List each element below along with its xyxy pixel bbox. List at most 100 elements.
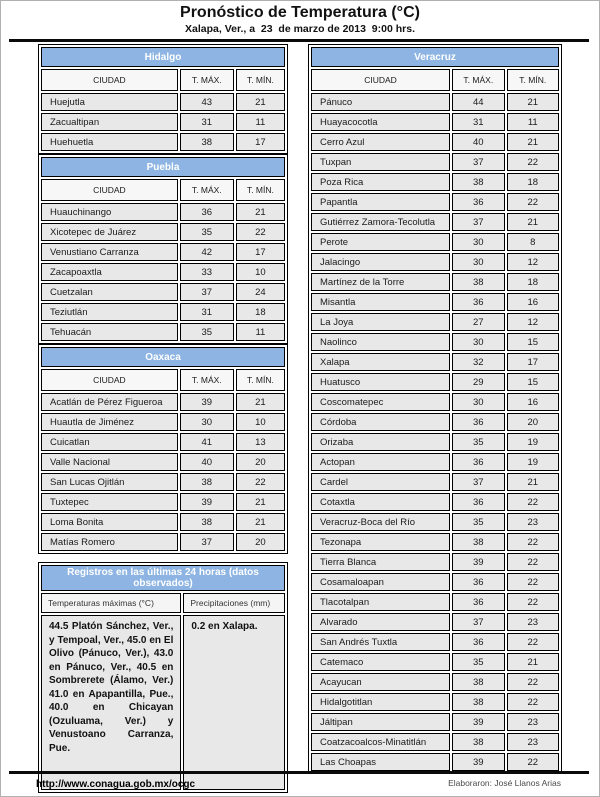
city-cell: San Andrés Tuxtla bbox=[311, 633, 451, 651]
tmax-cell: 37 bbox=[452, 153, 505, 171]
tmax-cell: 44 bbox=[452, 93, 505, 111]
city-cell: Huautla de Jiménez bbox=[41, 413, 178, 431]
city-cell: Gutiérrez Zamora-Tecolutla bbox=[311, 213, 451, 231]
table-row: Venustiano Carranza 42 17 bbox=[41, 243, 285, 261]
max-temps-column-header: Temperaturas máximas (°C) bbox=[41, 593, 182, 613]
table-row: Matías Romero 37 20 bbox=[41, 533, 285, 551]
content-area: Hidalgo CIUDAD T. MÁX. T. MÍN. Huejutla 43 21 Z… bbox=[38, 44, 562, 793]
tmin-cell: 17 bbox=[235, 243, 285, 261]
tmax-cell: 37 bbox=[452, 613, 505, 631]
city-cell: Cuicatlan bbox=[41, 433, 178, 451]
table-row: Papantla 36 22 bbox=[311, 193, 559, 211]
state-table-title: Puebla bbox=[41, 157, 285, 177]
city-cell: Martínez de la Torre bbox=[311, 273, 451, 291]
tmin-cell: 21 bbox=[235, 203, 285, 221]
page-subtitle: Xalapa, Ver., a 23 de marzo de 2013 9:00… bbox=[185, 23, 415, 35]
tmax-cell: 36 bbox=[452, 493, 505, 511]
city-cell: Tuxpan bbox=[311, 153, 451, 171]
city-cell: San Lucas Ojitlán bbox=[41, 473, 178, 491]
table-row: Gutiérrez Zamora-Tecolutla 37 21 bbox=[311, 213, 559, 231]
oaxaca-table: Oaxaca CIUDAD T. MÁX. T. MÍN. Acatlán de Pér… bbox=[38, 344, 288, 554]
column-header-tmin: T. MÍN. bbox=[235, 179, 285, 201]
table-row: Veracruz-Boca del Río 35 23 bbox=[311, 513, 559, 531]
tmax-cell: 31 bbox=[179, 303, 234, 321]
tmin-cell: 21 bbox=[506, 473, 559, 491]
table-row: Cuicatlan 41 13 bbox=[41, 433, 285, 451]
tmin-cell: 21 bbox=[235, 93, 285, 111]
table-row: Cerro Azul 40 21 bbox=[311, 133, 559, 151]
column-header-city: CIUDAD bbox=[41, 179, 178, 201]
tmin-cell: 22 bbox=[506, 553, 559, 571]
tmin-cell: 12 bbox=[506, 253, 559, 271]
tmax-cell: 42 bbox=[179, 243, 234, 261]
table-row: Huautla de Jiménez 30 10 bbox=[41, 413, 285, 431]
tmin-cell: 22 bbox=[506, 533, 559, 551]
city-cell: Misantla bbox=[311, 293, 451, 311]
tmax-cell: 31 bbox=[452, 113, 505, 131]
tmax-cell: 37 bbox=[452, 213, 505, 231]
max-temps-observed-text: 44.5 Platón Sánchez, Ver., y Tempoal, Ve… bbox=[41, 615, 182, 790]
tmax-cell: 43 bbox=[179, 93, 234, 111]
tmax-cell: 35 bbox=[452, 433, 505, 451]
tmax-cell: 36 bbox=[452, 293, 505, 311]
column-header-tmax: T. MÁX. bbox=[452, 69, 505, 91]
column-header-tmin: T. MÍN. bbox=[235, 369, 285, 391]
veracruz-table: Veracruz CIUDAD T. MÁX. T. MÍN. Pánuco 44 21 Hu… bbox=[308, 44, 562, 774]
tmin-cell: 20 bbox=[235, 533, 285, 551]
table-row: Coatzacoalcos-Minatitlán 38 23 bbox=[311, 733, 559, 751]
tmin-cell: 22 bbox=[235, 223, 285, 241]
state-header-row: Puebla bbox=[41, 157, 285, 177]
city-cell: Coatzacoalcos-Minatitlán bbox=[311, 733, 451, 751]
table-row: Cotaxtla 36 22 bbox=[311, 493, 559, 511]
tmin-cell: 24 bbox=[235, 283, 285, 301]
city-cell: Actopan bbox=[311, 453, 451, 471]
table-row: Xicotepec de Juárez 35 22 bbox=[41, 223, 285, 241]
tmin-cell: 12 bbox=[506, 313, 559, 331]
header-rule bbox=[9, 39, 589, 42]
city-cell: Huejutla bbox=[41, 93, 178, 111]
tmin-cell: 22 bbox=[506, 153, 559, 171]
table-row: La Joya 27 12 bbox=[311, 313, 559, 331]
tmin-cell: 22 bbox=[506, 633, 559, 651]
state-header-row: Veracruz bbox=[311, 47, 559, 67]
tmin-cell: 17 bbox=[506, 353, 559, 371]
tmax-cell: 39 bbox=[179, 393, 234, 411]
city-cell: Huayacocotla bbox=[311, 113, 451, 131]
table-row: Alvarado 37 23 bbox=[311, 613, 559, 631]
table-row: Cardel 37 21 bbox=[311, 473, 559, 491]
tmin-cell: 21 bbox=[506, 213, 559, 231]
tmax-cell: 38 bbox=[179, 133, 234, 151]
tmax-cell: 38 bbox=[452, 533, 505, 551]
table-row: Poza Rica 38 18 bbox=[311, 173, 559, 191]
tmin-cell: 22 bbox=[506, 693, 559, 711]
right-column: Veracruz CIUDAD T. MÁX. T. MÍN. Pánuco 44 21 Hu… bbox=[308, 44, 562, 774]
city-cell: Veracruz-Boca del Río bbox=[311, 513, 451, 531]
tmax-cell: 35 bbox=[452, 653, 505, 671]
table-row: Huatusco 29 15 bbox=[311, 373, 559, 391]
tmax-cell: 40 bbox=[452, 133, 505, 151]
tmax-cell: 35 bbox=[452, 513, 505, 531]
table-row: Tuxtepec 39 21 bbox=[41, 493, 285, 511]
tmin-cell: 15 bbox=[506, 333, 559, 351]
column-header-row: CIUDAD T. MÁX. T. MÍN. bbox=[41, 69, 285, 91]
table-row: San Lucas Ojitlán 38 22 bbox=[41, 473, 285, 491]
tmax-cell: 37 bbox=[179, 283, 234, 301]
precipitation-column-header: Precipitaciones (mm) bbox=[183, 593, 285, 613]
city-cell: Cuetzalan bbox=[41, 283, 178, 301]
table-row: Jáltipan 39 23 bbox=[311, 713, 559, 731]
table-row: Tierra Blanca 39 22 bbox=[311, 553, 559, 571]
table-row: San Andrés Tuxtla 36 22 bbox=[311, 633, 559, 651]
city-cell: Papantla bbox=[311, 193, 451, 211]
state-table-title: Veracruz bbox=[311, 47, 559, 67]
tmin-cell: 23 bbox=[506, 713, 559, 731]
city-cell: Pánuco bbox=[311, 93, 451, 111]
city-cell: Huehuetla bbox=[41, 133, 178, 151]
tmax-cell: 36 bbox=[179, 203, 234, 221]
tmin-cell: 10 bbox=[235, 263, 285, 281]
table-row: Pánuco 44 21 bbox=[311, 93, 559, 111]
city-cell: Hidalgotitlan bbox=[311, 693, 451, 711]
tmin-cell: 21 bbox=[506, 133, 559, 151]
city-cell: Jáltipan bbox=[311, 713, 451, 731]
tmax-cell: 30 bbox=[452, 393, 505, 411]
table-row: Teziutlán 31 18 bbox=[41, 303, 285, 321]
